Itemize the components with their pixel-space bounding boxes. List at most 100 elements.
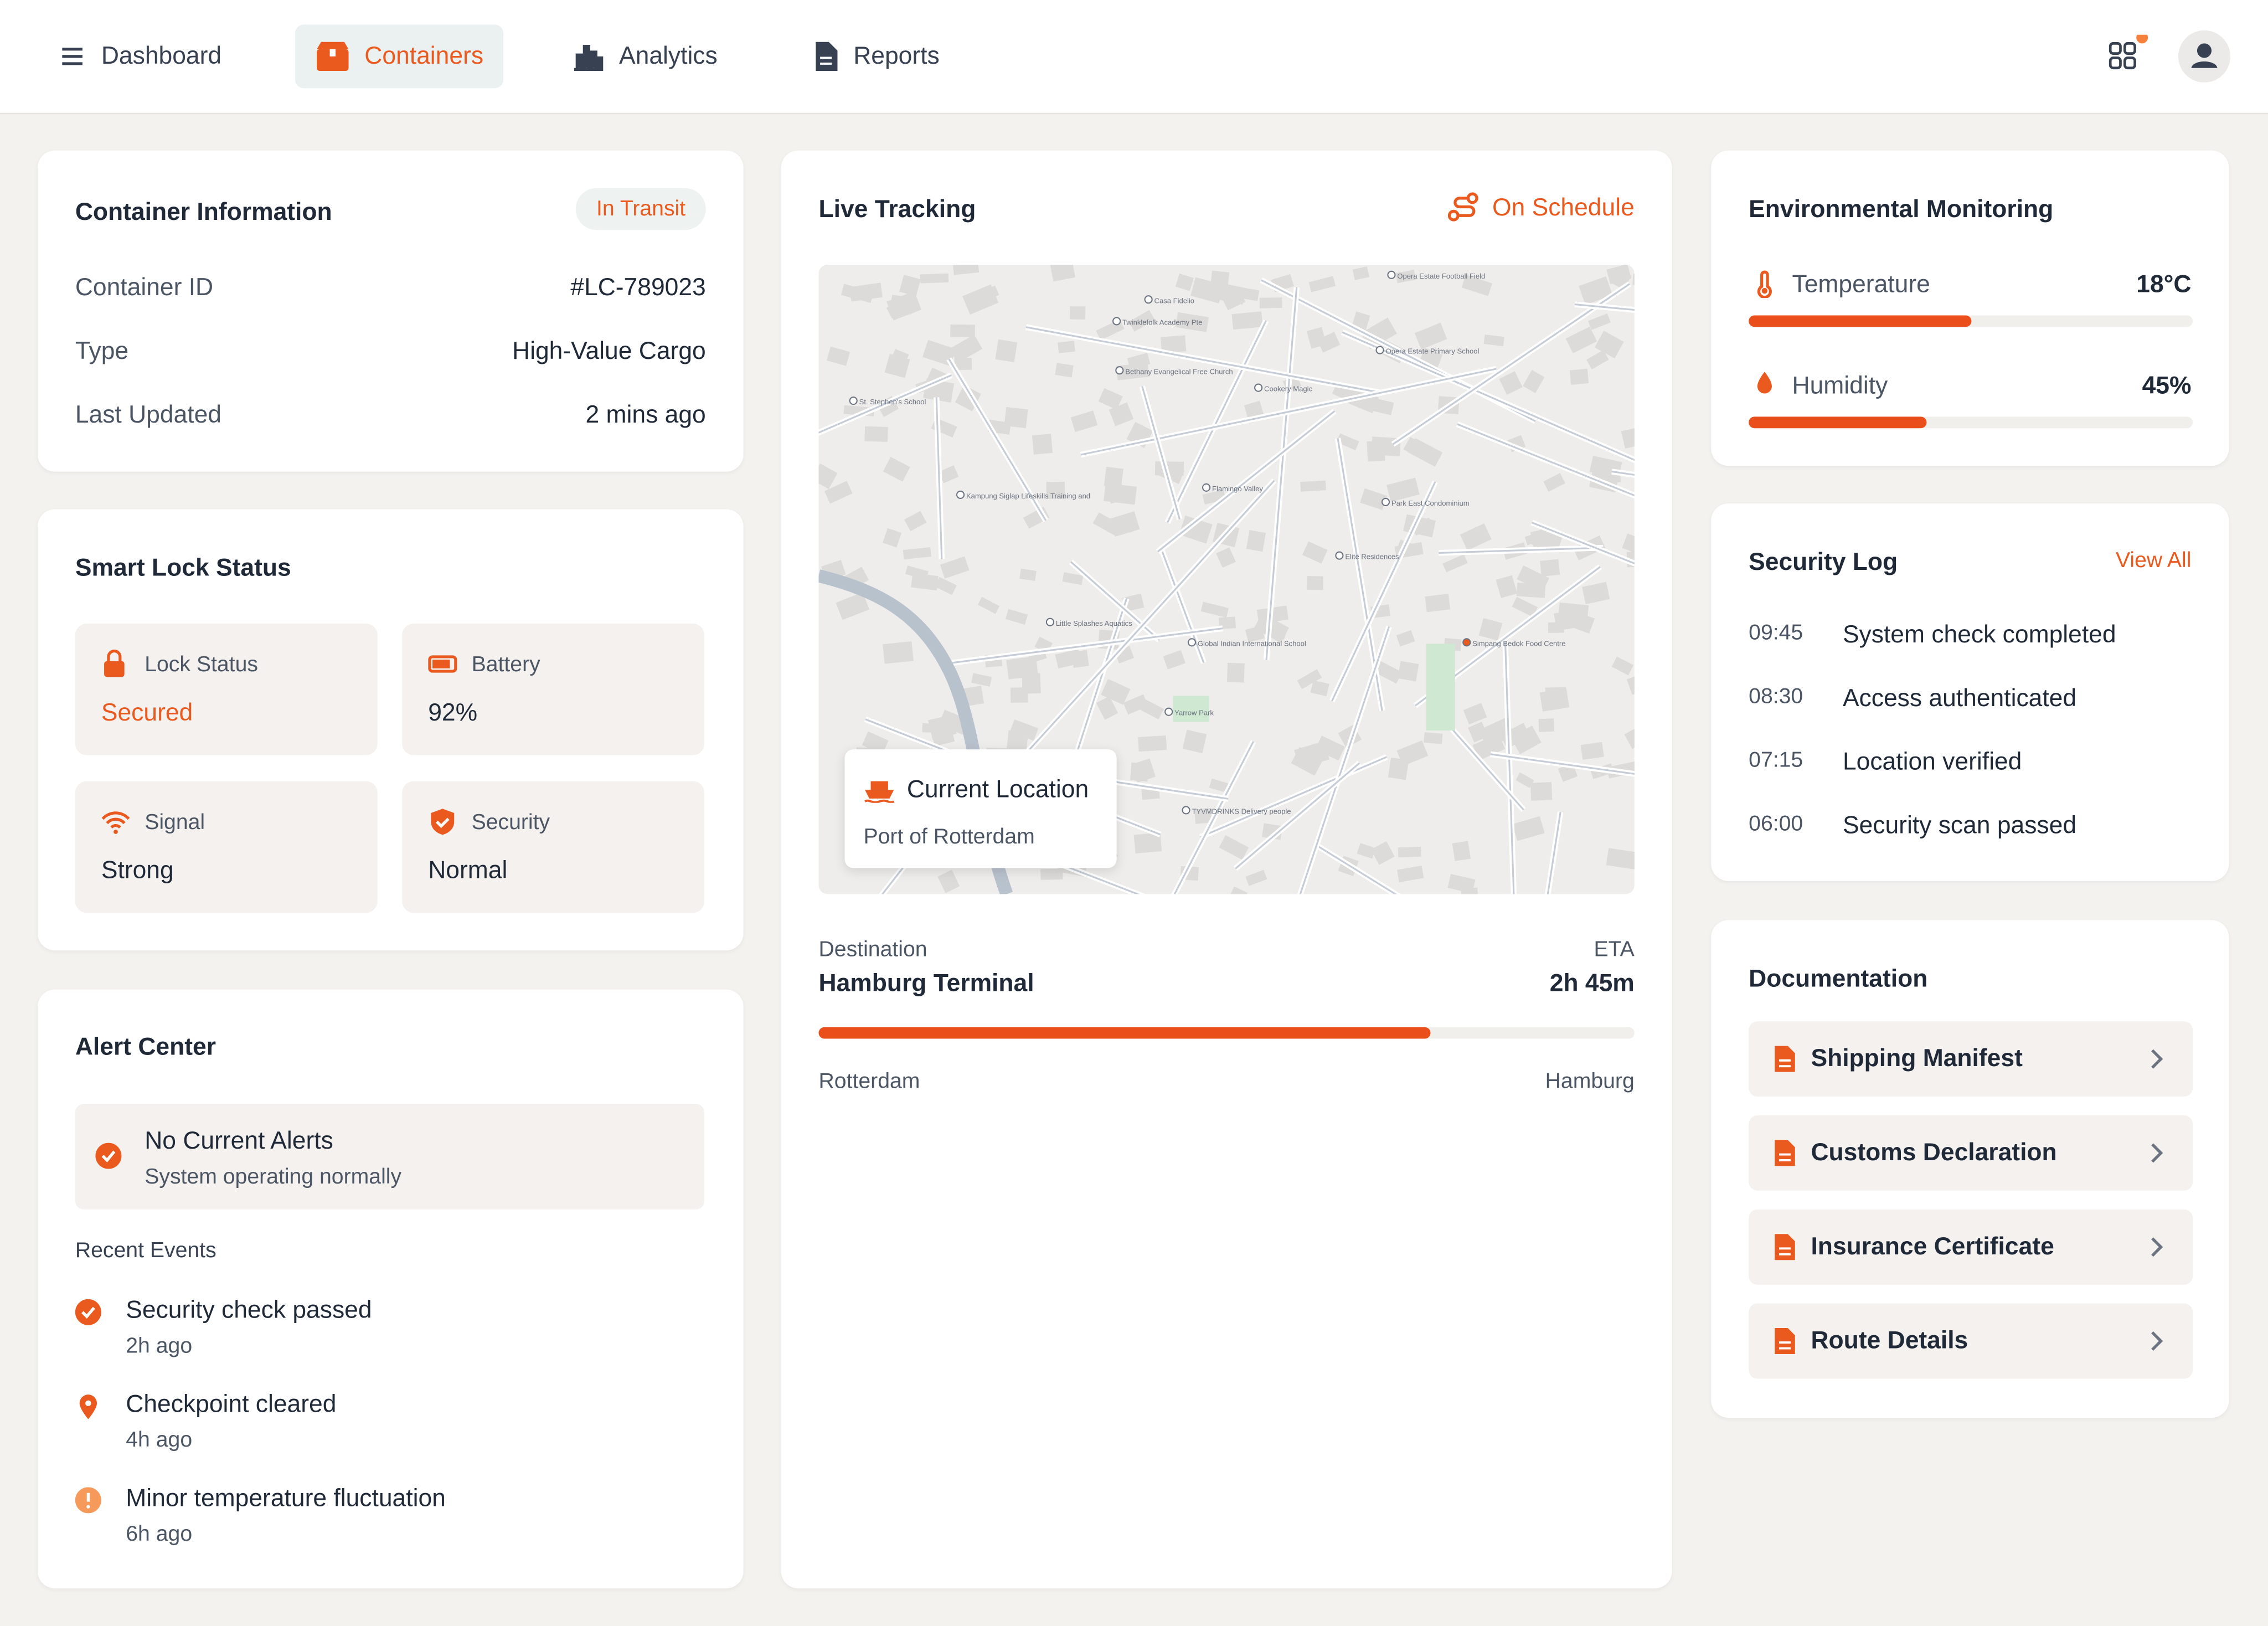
eta-label: ETA bbox=[1594, 937, 1635, 963]
building bbox=[1297, 669, 1322, 689]
log-time: 09:45 bbox=[1749, 620, 1803, 646]
nav-item[interactable]: Containers bbox=[295, 24, 504, 89]
event-time: 6h ago bbox=[126, 1522, 193, 1547]
building bbox=[1062, 572, 1084, 585]
building bbox=[1558, 602, 1589, 617]
building bbox=[1360, 395, 1394, 415]
street-edge bbox=[1342, 331, 1635, 461]
poi bbox=[849, 397, 858, 405]
nav-item[interactable]: Analytics bbox=[553, 24, 738, 88]
info-label: Type bbox=[75, 337, 129, 365]
building bbox=[952, 265, 980, 275]
chart-icon bbox=[574, 44, 604, 71]
info-row: Last Updated 2 mins ago bbox=[75, 401, 706, 430]
building bbox=[1512, 816, 1545, 841]
building bbox=[1022, 673, 1041, 694]
building bbox=[1332, 383, 1365, 407]
metric-value: 18°C bbox=[2136, 270, 2192, 299]
building bbox=[1179, 515, 1213, 544]
map-label: TYVMDRINKS Delivery people bbox=[1192, 807, 1291, 815]
poi bbox=[1381, 497, 1390, 507]
doc-item[interactable]: Shipping Manifest bbox=[1749, 1021, 2193, 1097]
poi bbox=[1144, 295, 1153, 304]
building bbox=[1582, 582, 1610, 604]
building bbox=[904, 511, 927, 532]
building bbox=[1055, 649, 1082, 669]
poi bbox=[1254, 383, 1263, 392]
event-title: Minor temperature fluctuation bbox=[126, 1484, 446, 1512]
building bbox=[1310, 680, 1329, 697]
street-edge bbox=[1439, 547, 1604, 554]
street-edge bbox=[1316, 845, 1397, 894]
street-edge bbox=[947, 627, 1223, 665]
building bbox=[1219, 616, 1236, 629]
building bbox=[1463, 703, 1487, 725]
view-all-link[interactable]: View All bbox=[2115, 548, 2192, 573]
building bbox=[1194, 808, 1212, 824]
status-tile: Signal Strong bbox=[75, 781, 378, 913]
building bbox=[920, 273, 949, 284]
doc-item[interactable]: Customs Declaration bbox=[1749, 1115, 2193, 1191]
poi bbox=[1202, 483, 1211, 492]
tile-icon bbox=[431, 809, 455, 835]
building bbox=[911, 573, 939, 591]
building bbox=[1398, 661, 1419, 682]
info-value: 2 mins ago bbox=[585, 400, 706, 429]
tile-value: Strong bbox=[101, 856, 174, 884]
card-title: Live Tracking bbox=[818, 195, 976, 223]
doc-icon bbox=[1775, 1234, 1795, 1260]
doc-icon bbox=[1775, 1046, 1795, 1072]
poi bbox=[1115, 366, 1124, 375]
building bbox=[1530, 782, 1553, 801]
chevron bbox=[2151, 1143, 2163, 1163]
metric-track bbox=[1749, 315, 2193, 327]
user-avatar[interactable] bbox=[2178, 30, 2231, 83]
building bbox=[1468, 722, 1488, 743]
building bbox=[1626, 673, 1635, 695]
log-text: Security scan passed bbox=[1842, 811, 2077, 840]
event-icon bbox=[75, 1487, 101, 1514]
building bbox=[1442, 554, 1468, 573]
card-title: Container Information bbox=[75, 198, 332, 226]
building bbox=[1499, 371, 1523, 395]
building bbox=[1622, 533, 1635, 559]
status-tile: Battery 92% bbox=[402, 623, 705, 755]
tile-value: 92% bbox=[428, 698, 478, 727]
tile-label: Signal bbox=[145, 810, 205, 835]
street-edge bbox=[1071, 598, 1128, 768]
metric-fill bbox=[1749, 416, 1926, 429]
building bbox=[940, 556, 970, 579]
schedule-status: On Schedule bbox=[1446, 191, 1635, 226]
building bbox=[1109, 511, 1140, 537]
building bbox=[1175, 312, 1209, 332]
nav-label: Analytics bbox=[619, 42, 718, 70]
street-edge bbox=[1167, 320, 1267, 523]
doc-name: Insurance Certificate bbox=[1811, 1232, 2054, 1260]
nav-item[interactable]: Dashboard bbox=[38, 24, 242, 88]
street-edge bbox=[935, 397, 943, 559]
building bbox=[1245, 625, 1265, 643]
card-title: Security Log bbox=[1749, 548, 1898, 576]
chevron bbox=[2151, 1331, 2163, 1351]
street-edge bbox=[1504, 640, 1515, 894]
park bbox=[1173, 696, 1209, 722]
building bbox=[1050, 265, 1075, 282]
street-edge bbox=[1331, 481, 1436, 702]
park bbox=[1426, 644, 1455, 731]
top-nav: Dashboard Containers Analytics Reports bbox=[0, 0, 2268, 115]
apps-button[interactable] bbox=[2106, 34, 2149, 78]
building bbox=[1032, 434, 1053, 455]
building bbox=[1512, 596, 1538, 618]
building bbox=[949, 335, 983, 363]
building bbox=[899, 275, 921, 297]
map[interactable]: St. Stephen's School Twinklefolk Academy … bbox=[818, 265, 1635, 894]
doc-item[interactable]: Route Details bbox=[1749, 1303, 2193, 1379]
event-icon bbox=[75, 1299, 101, 1325]
building bbox=[1357, 843, 1376, 859]
building bbox=[1539, 688, 1570, 712]
building bbox=[1123, 694, 1148, 715]
building bbox=[1452, 841, 1471, 861]
poi bbox=[1387, 270, 1396, 279]
nav-item[interactable]: Reports bbox=[792, 24, 960, 88]
doc-item[interactable]: Insurance Certificate bbox=[1749, 1209, 2193, 1285]
